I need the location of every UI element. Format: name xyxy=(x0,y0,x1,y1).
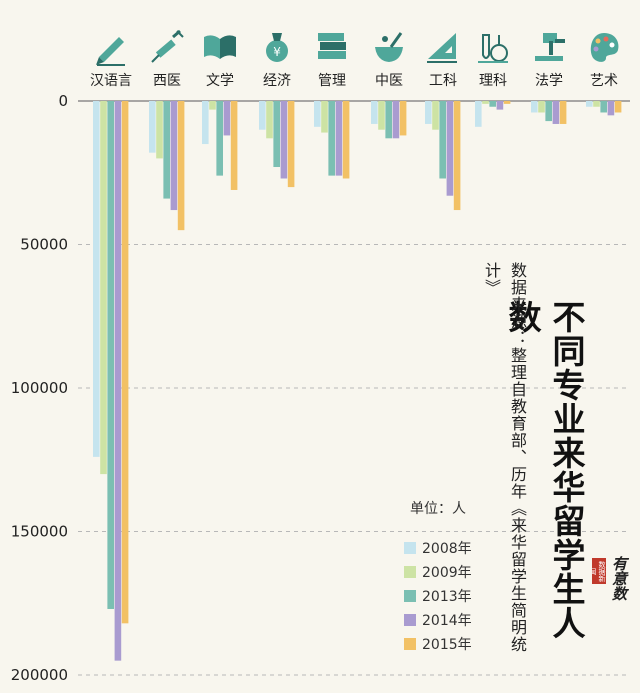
legend: 单位：人 2008年 2009年 2013年 2014年 2015年 xyxy=(404,501,472,653)
category-label: 管理 xyxy=(318,73,346,89)
legend-label: 2008年 xyxy=(422,541,472,557)
bar xyxy=(170,101,178,211)
bar xyxy=(93,101,100,457)
book-stack-icon xyxy=(318,33,346,59)
bar xyxy=(545,101,552,122)
bar xyxy=(378,101,385,130)
svg-text:¥: ¥ xyxy=(273,45,281,59)
category-label: 经济 xyxy=(263,73,291,89)
bar xyxy=(475,101,482,127)
legend-label: 2009年 xyxy=(422,565,472,581)
category-labels: 汉语言 西医 文学 经济 管理 中医 工科 理科 法学 艺术 xyxy=(90,73,618,89)
bar xyxy=(335,101,343,176)
bar xyxy=(100,101,107,475)
bar xyxy=(503,101,511,104)
bar xyxy=(230,101,238,190)
flask-icon xyxy=(478,34,508,63)
bar xyxy=(559,101,567,124)
palette-icon xyxy=(590,33,619,62)
unit-label: 单位：人 xyxy=(410,501,466,517)
category-label: 工科 xyxy=(429,73,457,89)
category-label: 中医 xyxy=(375,73,403,89)
bar xyxy=(280,101,288,179)
bar xyxy=(121,101,129,624)
y-tick-label: 200000 xyxy=(11,666,68,684)
legend-label: 2013年 xyxy=(422,589,472,605)
bar xyxy=(209,101,216,110)
bar xyxy=(371,101,378,124)
bar xyxy=(266,101,273,139)
category-label: 汉语言 xyxy=(90,73,132,89)
bar xyxy=(489,101,496,107)
bar xyxy=(107,101,114,609)
bar xyxy=(439,101,446,179)
bar xyxy=(399,101,407,136)
bar xyxy=(163,101,170,199)
bar xyxy=(114,101,122,661)
bars xyxy=(93,101,622,661)
category-icons: ¥ xyxy=(96,29,619,66)
y-tick-label: 100000 xyxy=(11,379,68,397)
bar xyxy=(328,101,335,176)
bar xyxy=(425,101,432,124)
bar xyxy=(223,101,231,136)
bar xyxy=(273,101,280,168)
bar xyxy=(385,101,392,139)
bar xyxy=(392,101,400,139)
syringe-icon xyxy=(151,29,184,63)
money-bag-icon: ¥ xyxy=(266,33,288,62)
bar xyxy=(593,101,600,107)
bar xyxy=(453,101,461,211)
legend-swatch xyxy=(404,566,416,578)
bar xyxy=(538,101,545,113)
bar xyxy=(156,101,163,159)
bar xyxy=(149,101,156,153)
bar xyxy=(614,101,622,113)
mortar-icon xyxy=(375,32,403,62)
brand-badge: 数据新闻 xyxy=(592,558,606,584)
bar xyxy=(342,101,350,179)
brand-signature: 有意数 xyxy=(610,556,628,601)
gavel-icon xyxy=(535,33,565,61)
y-tick-label: 150000 xyxy=(11,523,68,541)
ruler-triangle-icon xyxy=(427,33,457,63)
y-axis-ticks: 0 50000 100000 150000 200000 xyxy=(11,92,68,684)
bar xyxy=(432,101,439,130)
bar xyxy=(259,101,266,130)
legend-swatch xyxy=(404,590,416,602)
category-label: 艺术 xyxy=(590,73,618,89)
legend-swatch xyxy=(404,542,416,554)
bar xyxy=(177,101,185,231)
bar xyxy=(321,101,328,133)
bar xyxy=(600,101,607,113)
legend-swatch xyxy=(404,614,416,626)
bar xyxy=(496,101,504,110)
bar xyxy=(216,101,223,176)
category-label: 西医 xyxy=(153,73,181,89)
legend-swatch xyxy=(404,638,416,650)
bar xyxy=(607,101,615,116)
book-icon xyxy=(204,35,236,59)
data-source: 数据来源：整理自教育部、历年《来华留学生简明统计》 xyxy=(482,262,527,653)
category-label: 文学 xyxy=(206,73,234,89)
bar xyxy=(531,101,538,113)
chart-title: 不同专业来华留学生人数 xyxy=(503,300,586,640)
bar xyxy=(287,101,295,188)
bar xyxy=(586,101,593,107)
y-tick-label: 0 xyxy=(58,92,68,110)
legend-label: 2015年 xyxy=(422,637,472,653)
category-label: 法学 xyxy=(535,73,563,89)
bar xyxy=(446,101,454,196)
bar xyxy=(314,101,321,127)
bar xyxy=(482,101,489,104)
bar xyxy=(552,101,560,124)
pen-icon xyxy=(96,37,125,66)
y-tick-label: 50000 xyxy=(20,236,68,254)
legend-label: 2014年 xyxy=(422,613,472,629)
bar xyxy=(202,101,209,145)
category-label: 理科 xyxy=(479,73,507,89)
